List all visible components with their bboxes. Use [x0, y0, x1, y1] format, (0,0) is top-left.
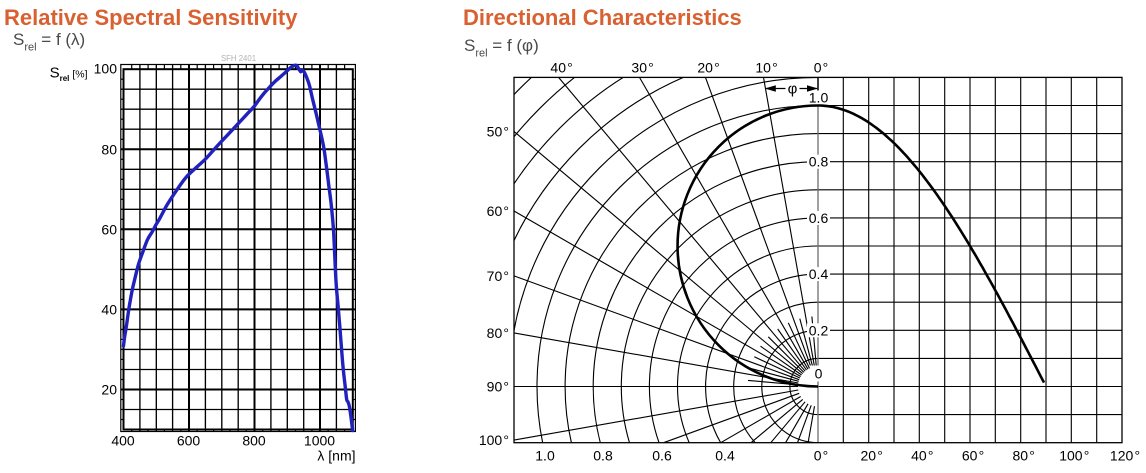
svg-text:0: 0 [815, 366, 823, 382]
svg-text:80 °: 80 ° [1013, 448, 1035, 464]
svg-text:100: 100 [94, 61, 118, 77]
svg-text:80: 80 [101, 142, 117, 158]
svg-text:0.6: 0.6 [809, 210, 829, 226]
svg-text:30 °: 30 ° [631, 60, 653, 76]
svg-text:100 °: 100 ° [479, 432, 509, 448]
svg-text:0.6: 0.6 [652, 448, 672, 464]
svg-text:0.4: 0.4 [715, 448, 735, 464]
svg-text:20 °: 20 ° [861, 448, 883, 464]
svg-text:λ [nm]: λ [nm] [317, 448, 355, 464]
svg-text:40 °: 40 ° [911, 448, 933, 464]
svg-text:120 °: 120 ° [1110, 448, 1140, 464]
svg-text:90 °: 90 ° [487, 379, 509, 395]
svg-text:0.2: 0.2 [809, 322, 829, 338]
svg-text:70 °: 70 ° [487, 268, 509, 284]
svg-text:50 °: 50 ° [487, 123, 509, 139]
svg-text:0.4: 0.4 [809, 266, 829, 282]
svg-text:20: 20 [101, 382, 117, 398]
svg-text:0.8: 0.8 [593, 448, 613, 464]
svg-text:Srel [%]: Srel [%] [50, 65, 88, 84]
svg-text:60 °: 60 ° [487, 203, 509, 219]
svg-text:0 °: 0 ° [814, 448, 829, 464]
svg-text:800: 800 [242, 433, 266, 449]
svg-text:20 °: 20 ° [697, 60, 719, 76]
svg-text:1.0: 1.0 [535, 448, 555, 464]
svg-text:400: 400 [111, 433, 135, 449]
svg-text:40 °: 40 ° [550, 60, 572, 76]
svg-text:10 °: 10 ° [755, 60, 777, 76]
svg-text:0.8: 0.8 [809, 154, 829, 170]
svg-text:600: 600 [177, 433, 201, 449]
svg-text:0 °: 0 ° [814, 60, 829, 76]
svg-text:φ: φ [788, 80, 798, 97]
svg-text:60 °: 60 ° [962, 448, 984, 464]
svg-text:1.0: 1.0 [809, 90, 829, 106]
svg-text:SFH 2401: SFH 2401 [221, 54, 256, 63]
svg-text:40: 40 [101, 302, 117, 318]
svg-text:1000: 1000 [304, 433, 335, 449]
svg-text:60: 60 [101, 222, 117, 238]
svg-text:80 °: 80 ° [487, 325, 509, 341]
svg-text:100 °: 100 ° [1059, 448, 1089, 464]
